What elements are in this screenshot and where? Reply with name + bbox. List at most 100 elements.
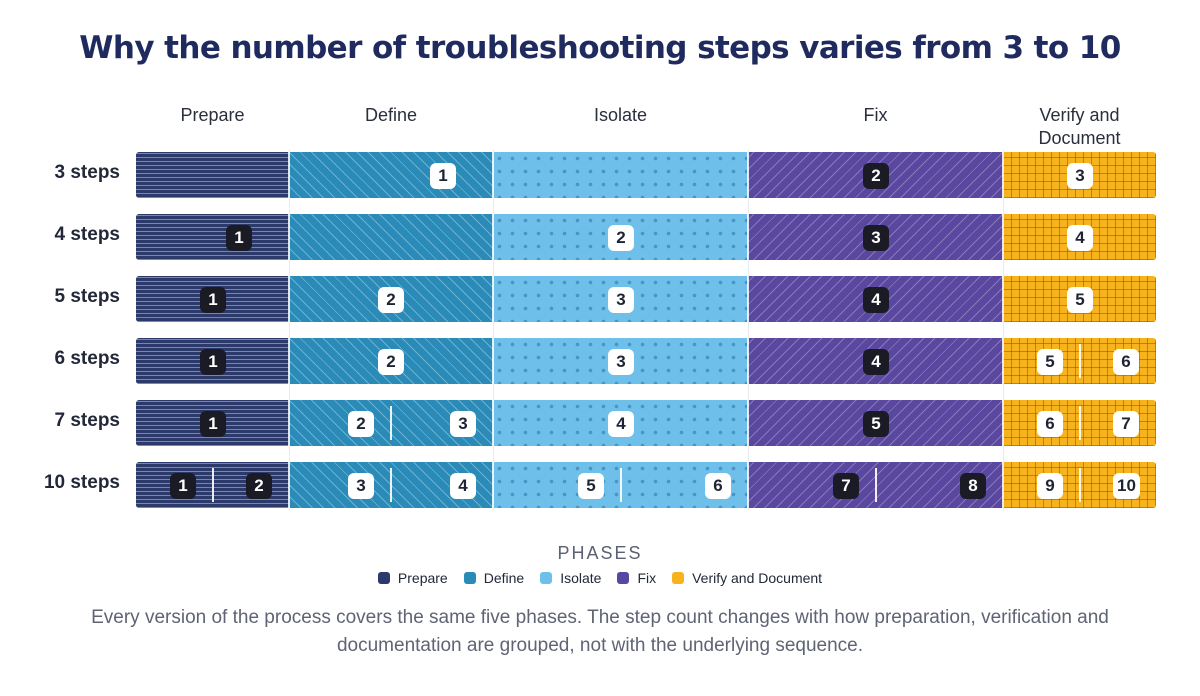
caption: Every version of the process covers the … [91,607,1109,656]
phase-header-fix: Fix [863,105,888,125]
step-number-badge: 3 [608,287,634,313]
legend-item-fix: Fix [617,570,656,586]
phase-divider [1002,400,1004,446]
step-divider [211,468,214,502]
phase-divider [288,462,290,508]
phase-header-prepare: Prepare [180,105,245,125]
row-label: 6 steps [54,348,120,369]
phase-divider [747,276,749,322]
phase-gridline [289,150,290,510]
step-number-badge: 2 [378,287,404,313]
step-number-badge: 1 [226,225,252,251]
row-label: 5 steps [54,286,120,307]
step-number-badge: 3 [348,473,374,499]
phase-divider [288,400,290,446]
legend-swatch [672,572,685,584]
step-divider [1078,468,1081,502]
phase-divider [1002,462,1004,508]
phase-segment-define [289,152,493,198]
legend-swatch [377,572,390,584]
legend-label: Verify and Document [692,570,823,586]
step-number-badge: 3 [450,411,476,437]
step-number-badge: 4 [863,287,889,313]
legend-label: Isolate [560,570,602,586]
step-divider [1078,406,1081,440]
phase-divider [288,214,290,260]
step-number-badge: 1 [430,163,456,189]
phase-divider [747,338,749,384]
step-bar: 1 2 3 4 5 [136,276,1156,322]
step-number-badge: 10 [1113,473,1140,499]
step-number-badge: 4 [608,411,634,437]
step-number-badge: 9 [1037,473,1063,499]
row-label: 10 steps [43,472,120,493]
phase-divider [288,276,290,322]
phase-divider [492,338,494,384]
step-number-badge: 5 [863,411,889,437]
step-number-badge: 2 [863,163,889,189]
row-label: 3 steps [54,162,120,183]
phase-gridline [748,150,749,510]
step-number-badge: 1 [170,473,196,499]
phase-divider [492,152,494,198]
phase-segment-isolate [493,152,748,198]
page-title: Why the number of troubleshooting steps … [79,30,1121,66]
phase-gridline [1003,150,1004,510]
phase-gridline [493,150,494,510]
phase-divider [1002,276,1004,322]
phase-segment-define [289,338,493,384]
step-number-badge: 2 [348,411,374,437]
legend-item-prepare: Prepare [377,570,448,586]
phase-divider [492,214,494,260]
step-number-badge: 6 [1113,349,1139,375]
phase-header-isolate: Isolate [593,105,648,125]
legend: Prepare Define Isolate Fix Verify and Docume… [0,570,1200,586]
step-number-badge: 4 [1067,225,1093,251]
step-divider [390,406,392,440]
step-divider [874,468,877,502]
step-number-badge: 1 [200,287,226,313]
step-number-badge: 6 [705,473,731,499]
step-number-badge: 5 [578,473,604,499]
legend-item-isolate: Isolate [540,570,601,586]
phase-segment-isolate [493,276,748,322]
phase-divider [747,462,749,508]
step-number-badge: 7 [1113,411,1139,437]
step-number-badge: 8 [960,473,986,499]
step-bar: 1 2 3 4 5 6 [136,338,1156,384]
step-bar: 1 2 3 4 5 6 7 8 9 10 [136,462,1156,508]
phase-divider [747,152,749,198]
phase-segment-prepare [136,152,289,198]
phase-header-define: Define [364,105,418,125]
phase-divider [747,400,749,446]
step-number-badge: 2 [608,225,634,251]
step-number-badge: 2 [378,349,404,375]
phase-divider [1002,338,1004,384]
phase-segment-prepare [136,400,289,446]
phase-divider [492,400,494,446]
step-number-badge: 1 [200,349,226,375]
legend-swatch [540,572,553,584]
legend-title: PHASES [557,543,643,563]
step-number-badge: 3 [863,225,889,251]
phase-divider [1002,152,1004,198]
step-number-badge: 7 [833,473,859,499]
step-number-badge: 6 [1037,411,1063,437]
step-number-badge: 3 [1067,163,1093,189]
step-divider [1078,344,1081,378]
step-number-badge: 5 [1067,287,1093,313]
phase-divider [288,338,290,384]
phase-divider [492,276,494,322]
row-label: 4 steps [54,224,120,245]
step-divider [619,468,622,502]
legend-swatch [617,572,630,584]
step-bar: 1 2 3 [136,152,1156,198]
step-number-badge: 1 [200,411,226,437]
phase-segment-define [289,214,493,260]
legend-swatch [463,572,476,584]
row-label: 7 steps [54,410,120,431]
step-bar: 1 2 3 4 5 6 7 [136,400,1156,446]
step-number-badge: 4 [450,473,476,499]
legend-label: Fix [637,570,657,586]
phase-header-verify-and-document: Verify and Document [1038,105,1121,148]
